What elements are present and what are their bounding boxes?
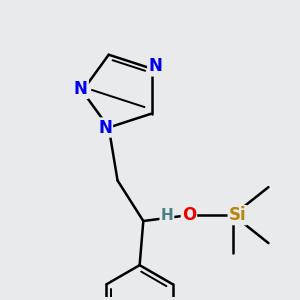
Text: Si: Si	[229, 206, 246, 224]
Text: N: N	[148, 57, 162, 75]
Text: H: H	[160, 208, 173, 223]
Text: N: N	[98, 118, 112, 136]
Text: O: O	[182, 206, 196, 224]
Text: N: N	[74, 80, 88, 98]
